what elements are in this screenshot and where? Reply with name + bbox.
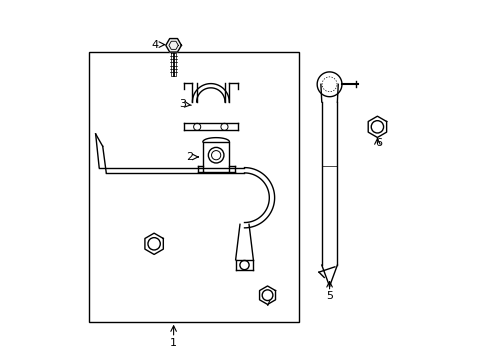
Polygon shape [259,286,275,305]
Circle shape [370,121,383,133]
Polygon shape [144,233,163,255]
Text: 5: 5 [325,291,332,301]
Text: 2: 2 [185,152,193,162]
Circle shape [208,147,224,163]
Circle shape [148,238,160,250]
Text: 7: 7 [264,298,270,309]
Bar [88,53,299,322]
Text: 1: 1 [170,338,177,348]
Text: 3: 3 [179,99,186,109]
Text: 4: 4 [151,40,159,50]
Polygon shape [165,39,181,52]
Circle shape [262,290,272,301]
Polygon shape [367,116,386,138]
Text: 6: 6 [375,138,382,148]
